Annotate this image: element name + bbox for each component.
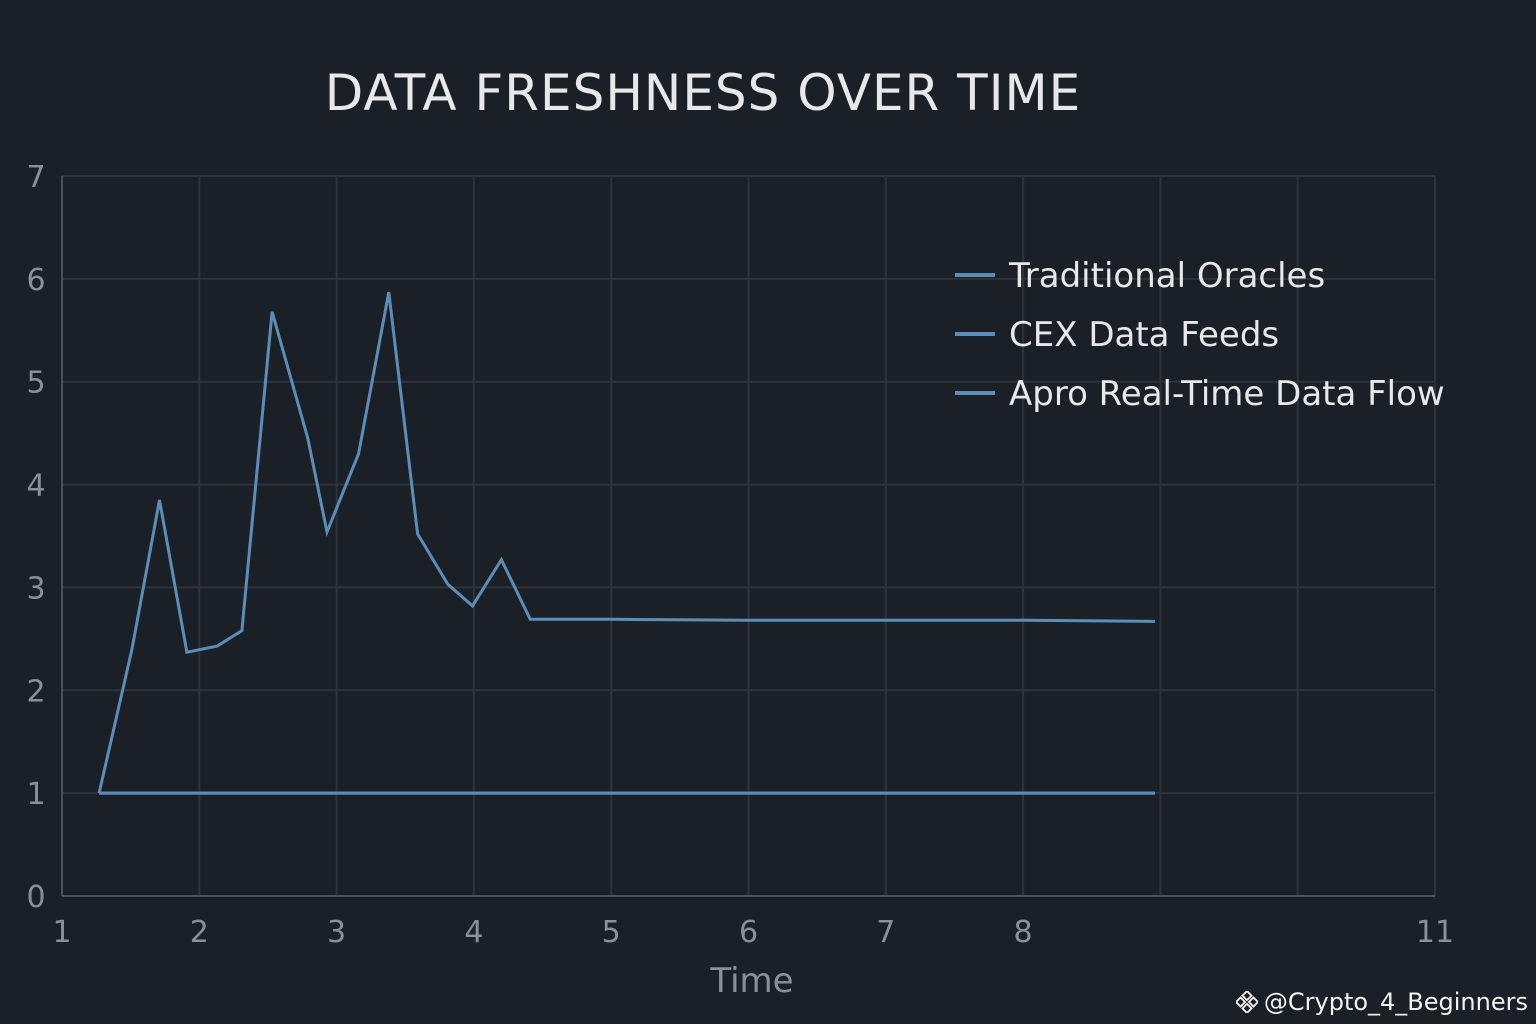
x-axis-label: Time [709, 961, 793, 1001]
x-tick-label: 3 [327, 915, 346, 950]
x-tick-label: 7 [876, 915, 895, 950]
legend-entry: CEX Data Feeds [1009, 315, 1279, 355]
y-tick-labels: 0 1 2 3 4 5 6 7 [26, 160, 45, 915]
axes [61, 176, 1435, 897]
y-tick-label: 0 [26, 880, 45, 915]
y-tick-label: 6 [26, 263, 45, 298]
series-line-0 [97, 291, 1155, 794]
x-tick-label: 2 [190, 915, 209, 950]
legend-entry: Traditional Oracles [1008, 256, 1325, 296]
y-tick-label: 1 [26, 777, 45, 812]
x-tick-label: 1 [52, 915, 71, 950]
x-tick-label: 8 [1014, 915, 1033, 950]
watermark: @Crypto_4_Beginners [1235, 988, 1528, 1016]
y-tick-label: 3 [26, 571, 45, 606]
legend-entry: Apro Real-Time Data Flow [1009, 374, 1445, 414]
y-tick-label: 2 [26, 674, 45, 709]
x-tick-label: 5 [602, 915, 621, 950]
y-tick-label: 5 [26, 366, 45, 401]
binance-diamond-icon [1235, 991, 1258, 1013]
watermark-text: @Crypto_4_Beginners [1263, 988, 1528, 1016]
x-tick-label: 11 [1416, 915, 1454, 950]
y-tick-label: 7 [26, 160, 45, 195]
chart-title: DATA FRESHNESS OVER TIME [325, 64, 1081, 122]
x-tick-labels: 1 2 3 4 5 6 7 8 11 [52, 915, 1454, 950]
series-lines [97, 291, 1155, 795]
legend: Traditional Oracles CEX Data Feeds Apro Re… [955, 256, 1445, 414]
y-tick-label: 4 [26, 469, 45, 504]
x-tick-label: 6 [739, 915, 758, 950]
x-tick-label: 4 [464, 915, 483, 950]
